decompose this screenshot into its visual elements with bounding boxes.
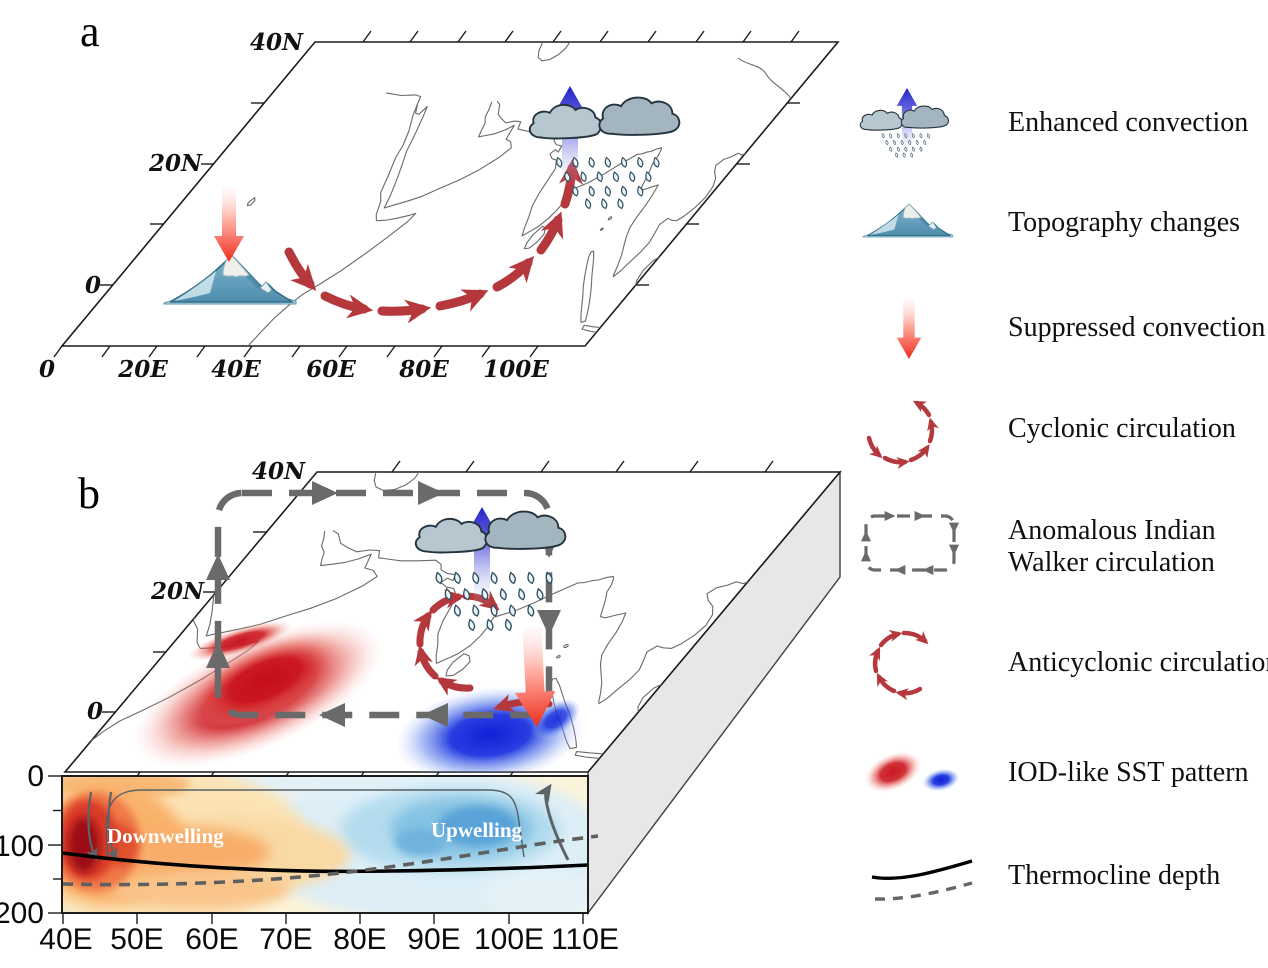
- panel-a-lon-0: 0: [39, 356, 55, 383]
- panel-a-lon-100e: 100E: [483, 356, 549, 383]
- subsurface-circulation: [86, 783, 570, 862]
- lon-60e: 60E: [185, 923, 238, 956]
- panel-a-axis-labels: 40N 20N 0 0 20E 40E 60E 80E 100E: [39, 29, 549, 383]
- warm-sst-core: [185, 631, 345, 729]
- legend: Enhanced convection Topography changes S…: [859, 88, 1268, 901]
- legend-item-anticyclonic-circulation: Anticyclonic circulation: [869, 629, 1268, 701]
- panel-b-lat-0: 0: [87, 698, 103, 725]
- legend-label-line2: Walker circulation: [1008, 547, 1215, 578]
- downwelling-arrow: [86, 791, 98, 862]
- legend-label: Thermocline depth: [1008, 860, 1220, 891]
- section-axis-labels: 0 100 200 40E 50E 60E 70E 80E 90E 100E 1…: [0, 760, 619, 956]
- lon-70e: 70E: [259, 923, 312, 956]
- depth-100: 100: [0, 830, 44, 863]
- legend-item-cyclonic-circulation: Cyclonic circulation: [866, 400, 1236, 470]
- panel-b-axis-labels: 40N 20N 0: [87, 458, 306, 725]
- legend-label: Enhanced convection: [1008, 107, 1248, 138]
- legend-label: Cyclonic circulation: [1008, 413, 1236, 444]
- panel-b: b 40N 20N 0: [0, 458, 842, 956]
- downwelling-arrow: [106, 791, 118, 862]
- walker-circulation-loop: [206, 481, 561, 727]
- legend-label: Topography changes: [1008, 207, 1240, 238]
- panel-a-lon-20e: 20E: [117, 356, 168, 383]
- legend-label-line1: Anomalous Indian: [1008, 515, 1216, 546]
- downwelling-label: Downwelling: [107, 824, 224, 848]
- panel-a: a 40N 20N 0 0 20E 40E 60E 80E 100E: [39, 7, 840, 383]
- lon-40e: 40E: [39, 923, 92, 956]
- legend-item-enhanced-convection: Enhanced convection: [859, 88, 1248, 158]
- section-anomaly-field: [62, 776, 588, 913]
- topography-changes-icon: [862, 203, 954, 238]
- panel-b-lat-20n: 20N: [150, 578, 205, 605]
- legend-item-thermocline-depth: Thermocline depth: [871, 859, 1220, 901]
- panel-a-lat-40n: 40N: [250, 29, 304, 56]
- legend-item-suppressed-convection: Suppressed convection: [896, 298, 1265, 359]
- legend-label: IOD-like SST pattern: [1008, 757, 1249, 788]
- upwelling-label: Upwelling: [431, 818, 523, 842]
- warm-sst-arm: [187, 620, 293, 662]
- thermocline-solid-line: [61, 851, 589, 874]
- lon-90e: 90E: [407, 923, 460, 956]
- thermocline-depth-icon: [871, 859, 973, 901]
- depth-0: 0: [27, 760, 44, 793]
- cyclonic-circulation-icon: [866, 400, 939, 470]
- legend-item-walker-circulation: Anomalous Indian Walker circulation: [860, 510, 1216, 578]
- lon-50e: 50E: [110, 923, 163, 956]
- panel-a-ticks: [53, 30, 800, 358]
- panel-b-label: b: [78, 469, 100, 518]
- legend-item-topography-changes: Topography changes: [862, 203, 1240, 238]
- cyclonic-flow-arrows-panel-a: [284, 158, 584, 324]
- panel-a-label: a: [80, 7, 100, 56]
- section-ticks: [48, 775, 584, 924]
- ocean-cross-section: Downwelling Upwelling 0 100 200 40E 50E …: [0, 760, 619, 956]
- legend-item-iod-sst-pattern: IOD-like SST pattern: [864, 751, 1249, 793]
- panel-a-lat-0: 0: [85, 272, 101, 299]
- anticyclonic-circulation-icon: [869, 629, 929, 701]
- iod-sst-pattern-icon: [864, 751, 960, 793]
- lon-80e: 80E: [333, 923, 386, 956]
- lon-100e: 100E: [474, 923, 544, 956]
- walker-circulation-icon: [860, 510, 960, 576]
- panel-a-lon-80e: 80E: [398, 356, 449, 383]
- panel-a-lat-20n: 20N: [148, 150, 203, 177]
- thermocline-dashed-line: [61, 834, 599, 887]
- legend-label: Anticyclonic circulation: [1008, 647, 1268, 678]
- panel-a-lon-60e: 60E: [306, 356, 356, 383]
- suppressed-convection-icon: [896, 298, 922, 359]
- lon-110e: 110E: [551, 923, 619, 956]
- enhanced-convection-icon: [859, 88, 949, 158]
- panel-a-lon-40e: 40E: [211, 356, 261, 383]
- panel-b-lat-40n: 40N: [252, 458, 306, 485]
- depth-200: 200: [0, 897, 44, 930]
- legend-label: Suppressed convection: [1008, 312, 1265, 343]
